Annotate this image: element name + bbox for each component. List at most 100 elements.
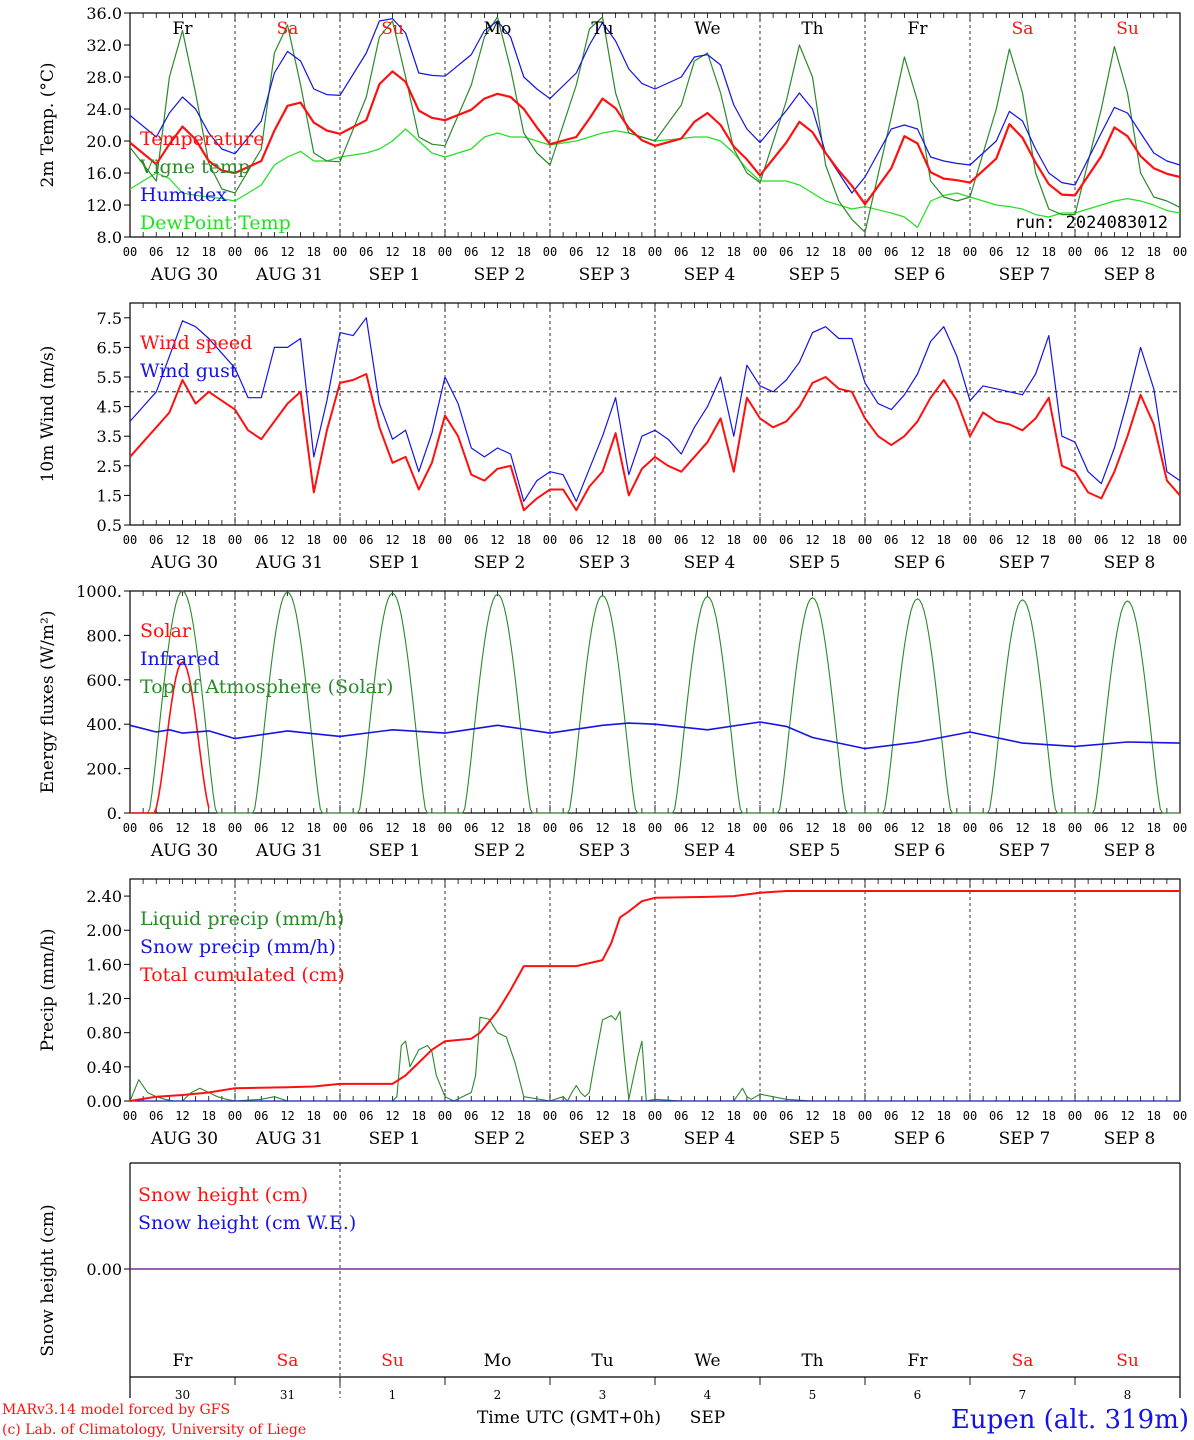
x-tick-label: 12 [700, 821, 714, 835]
x-tick-label: 12 [385, 1109, 399, 1123]
x-date-label: SEP 7 [999, 265, 1051, 285]
y-tick-label: 0.00 [86, 1092, 122, 1111]
x-tick-label: 00 [1068, 245, 1082, 259]
x-tick-label: 00 [753, 533, 767, 547]
x-date-label: SEP 2 [474, 841, 526, 861]
x-tick-label: 06 [674, 821, 688, 835]
x-tick-label: 18 [202, 533, 216, 547]
x-tick-label: 06 [569, 821, 583, 835]
x-tick-label: 12 [700, 245, 714, 259]
x-tick-label: 00 [1068, 821, 1082, 835]
x-tick-label: 18 [832, 1109, 846, 1123]
x-tick-label: 12 [280, 821, 294, 835]
y-tick-label: 0. [107, 804, 122, 823]
x-tick-label: 12 [700, 533, 714, 547]
weekday-label: Fr [908, 1351, 929, 1371]
x-tick-label: 18 [412, 245, 426, 259]
series-line-toa-solar [130, 590, 1180, 814]
x-tick-label: 18 [1147, 821, 1161, 835]
x-tick-label: 00 [858, 821, 872, 835]
x-tick-label: 06 [464, 821, 478, 835]
y-tick-label: 2.40 [86, 887, 122, 906]
x-tick-label: 00 [1068, 533, 1082, 547]
x-tick-label: 06 [779, 821, 793, 835]
x-date-label: SEP 5 [789, 553, 841, 573]
x-tick-label: 12 [805, 1109, 819, 1123]
series-line-vigne-temp [129, 16, 1181, 233]
x-tick-label: 12 [280, 245, 294, 259]
x-date-label: SEP 3 [579, 553, 631, 573]
x-tick-label: 00 [1068, 1109, 1082, 1123]
x-tick-label: 12 [385, 245, 399, 259]
x-tick-label: 18 [517, 533, 531, 547]
x-tick-label: 00 [438, 1109, 452, 1123]
x-tick-label: 06 [464, 1109, 478, 1123]
legend-entry: Wind speed [140, 332, 252, 354]
weekday-label: Fr [173, 1351, 194, 1371]
x-tick-label: 00 [648, 533, 662, 547]
x-date-label: SEP 7 [999, 841, 1051, 861]
x-tick-label: 12 [175, 1109, 189, 1123]
x-date-label: SEP 6 [894, 841, 946, 861]
x-tick-label: 18 [517, 821, 531, 835]
run-label: run: 2024083012 [1014, 213, 1168, 233]
legend-entry: Top of Atmosphere (Solar) [140, 676, 393, 698]
x-tick-label: 18 [1042, 245, 1056, 259]
x-tick-label: 06 [569, 533, 583, 547]
x-tick-label: 18 [517, 1109, 531, 1123]
y-tick-label: 0.00 [86, 1260, 122, 1279]
x-date-label: SEP 4 [684, 553, 736, 573]
x-tick-label: 00 [963, 1109, 977, 1123]
x-tick-label: 12 [910, 245, 924, 259]
x-tick-label: 18 [1042, 1109, 1056, 1123]
x-tick-label: 06 [149, 533, 163, 547]
legend-entry: Humidex [140, 184, 227, 206]
x-tick-label: 06 [359, 533, 373, 547]
x-date-label: AUG 31 [255, 841, 323, 861]
y-tick-label: 400. [86, 715, 122, 734]
x-tick-label: 06 [884, 821, 898, 835]
x-tick-label: 18 [832, 533, 846, 547]
x-tick-label: 06 [254, 245, 268, 259]
x-tick-label: 00 [858, 245, 872, 259]
x-tick-label: 06 [884, 533, 898, 547]
x-tick-label: 18 [517, 245, 531, 259]
x-date-label: SEP 5 [789, 841, 841, 861]
series-line-infrared [129, 721, 1181, 750]
x-tick-label: 00 [543, 245, 557, 259]
x-tick-label: 06 [359, 821, 373, 835]
x-tick-label: 12 [490, 245, 504, 259]
x-tick-label: 00 [1173, 821, 1187, 835]
x-tick-label: 06 [149, 245, 163, 259]
x-tick-label: 00 [123, 533, 137, 547]
day-number-label: 7 [1019, 1388, 1027, 1402]
x-tick-label: 00 [438, 821, 452, 835]
x-tick-label: 00 [753, 245, 767, 259]
x-tick-label: 12 [385, 821, 399, 835]
x-date-label: SEP 1 [369, 841, 421, 861]
x-tick-label: 00 [333, 533, 347, 547]
y-axis-title-wind: 10m Wind (m/s) [38, 346, 58, 483]
x-date-label: SEP 5 [789, 265, 841, 285]
x-date-label: AUG 31 [255, 553, 323, 573]
x-tick-label: 18 [307, 821, 321, 835]
x-tick-label: 12 [490, 533, 504, 547]
x-tick-label: 12 [280, 1109, 294, 1123]
x-tick-label: 00 [123, 821, 137, 835]
y-tick-label: 8.0 [97, 228, 122, 247]
legend-entry: Snow precip (mm/h) [140, 936, 336, 958]
y-tick-label: 36.0 [86, 4, 122, 23]
x-tick-label: 06 [674, 1109, 688, 1123]
x-tick-label: 18 [307, 245, 321, 259]
x-tick-label: 06 [989, 245, 1003, 259]
x-tick-label: 00 [963, 245, 977, 259]
x-tick-label: 00 [228, 533, 242, 547]
x-tick-label: 00 [1173, 533, 1187, 547]
x-tick-label: 18 [727, 1109, 741, 1123]
x-tick-label: 18 [622, 1109, 636, 1123]
x-tick-label: 18 [1147, 245, 1161, 259]
x-tick-label: 00 [438, 533, 452, 547]
x-tick-label: 12 [910, 821, 924, 835]
x-date-label: SEP 1 [369, 553, 421, 573]
x-tick-label: 00 [753, 821, 767, 835]
